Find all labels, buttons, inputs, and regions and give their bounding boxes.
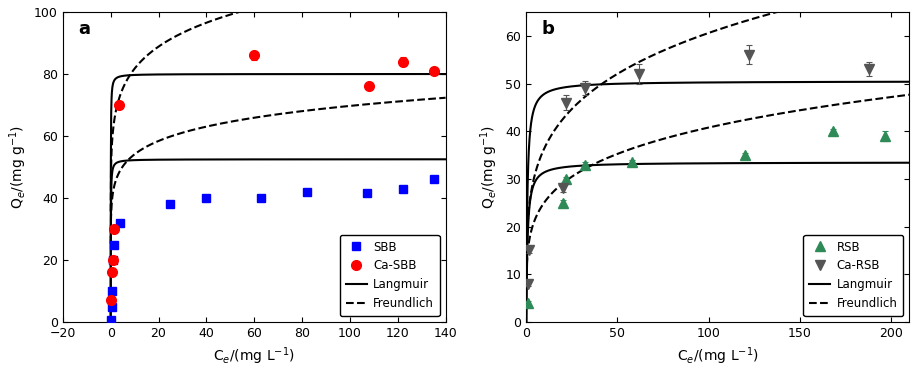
Y-axis label: Q$_{e}$/(mg g$^{-1}$): Q$_{e}$/(mg g$^{-1}$) bbox=[7, 125, 28, 209]
Text: b: b bbox=[541, 20, 554, 38]
Text: a: a bbox=[78, 20, 90, 38]
X-axis label: C$_{e}$/(mg L$^{-1}$): C$_{e}$/(mg L$^{-1}$) bbox=[213, 346, 295, 367]
Legend: SBB, Ca-SBB, Langmuir, Freundlich: SBB, Ca-SBB, Langmuir, Freundlich bbox=[340, 234, 440, 316]
Legend: RSB, Ca-RSB, Langmuir, Freundlich: RSB, Ca-RSB, Langmuir, Freundlich bbox=[803, 234, 903, 316]
Y-axis label: Q$_{e}$/(mg g$^{-1}$): Q$_{e}$/(mg g$^{-1}$) bbox=[478, 125, 500, 209]
X-axis label: C$_{e}$/(mg L$^{-1}$): C$_{e}$/(mg L$^{-1}$) bbox=[677, 346, 758, 367]
